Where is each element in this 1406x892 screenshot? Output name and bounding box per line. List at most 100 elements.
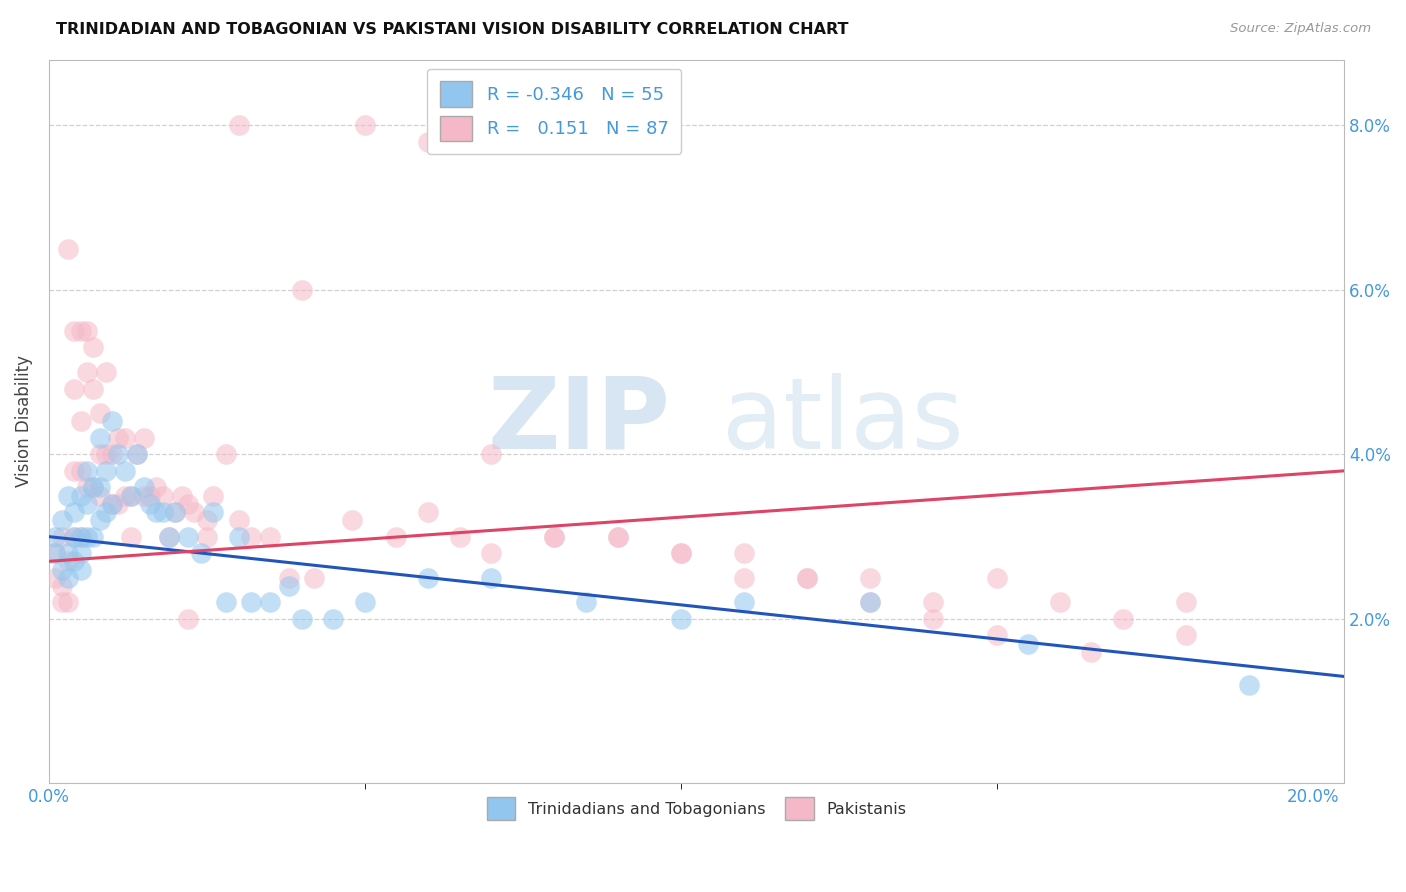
Point (127, 447, 149, 461)
Point (69, 464, 91, 478)
Point (177, 612, 200, 626)
Point (69, 562, 91, 576)
Point (56, 554, 79, 568)
Point (202, 489, 225, 503)
Point (240, 530, 263, 544)
Point (733, 546, 755, 560)
Point (63, 382, 86, 396)
Point (132, 489, 155, 503)
Point (1239, 678, 1261, 692)
Point (322, 612, 344, 626)
Text: TRINIDADIAN AND TOBAGONIAN VS PAKISTANI VISION DISABILITY CORRELATION CHART: TRINIDADIAN AND TOBAGONIAN VS PAKISTANI … (56, 22, 849, 37)
Point (89, 447, 111, 461)
Point (669, 546, 692, 560)
Legend: Trinidadians and Tobagonians, Pakistanis: Trinidadians and Tobagonians, Pakistanis (481, 790, 912, 826)
Point (479, 447, 502, 461)
Point (44, 546, 66, 560)
Point (44, 546, 66, 560)
Point (114, 431, 136, 445)
Point (922, 612, 945, 626)
Point (240, 595, 263, 609)
Point (51, 530, 73, 544)
Point (94, 365, 117, 379)
Point (63, 530, 86, 544)
Point (1175, 628, 1198, 642)
Point (69, 415, 91, 429)
Point (228, 530, 250, 544)
Point (669, 612, 692, 626)
Point (139, 489, 162, 503)
Point (606, 530, 628, 544)
Point (101, 497, 124, 511)
Point (51, 595, 73, 609)
Point (416, 135, 439, 149)
Point (69, 530, 91, 544)
Point (51, 579, 73, 593)
Point (195, 530, 218, 544)
Point (385, 530, 408, 544)
Point (56, 489, 79, 503)
Point (89, 431, 111, 445)
Point (195, 513, 218, 527)
Point (44, 530, 66, 544)
Point (165, 505, 187, 519)
Point (479, 546, 502, 560)
Point (94, 464, 117, 478)
Point (354, 595, 377, 609)
Point (69, 489, 91, 503)
Point (859, 595, 882, 609)
Point (796, 571, 818, 585)
Point (157, 530, 180, 544)
Point (986, 628, 1008, 642)
Point (733, 571, 755, 585)
Point (114, 464, 136, 478)
Point (89, 406, 111, 420)
Point (1112, 612, 1135, 626)
Point (416, 505, 439, 519)
Point (291, 612, 314, 626)
Point (479, 571, 502, 585)
Point (114, 489, 136, 503)
Point (76, 530, 98, 544)
Point (51, 562, 73, 576)
Point (63, 464, 86, 478)
Point (416, 571, 439, 585)
Point (1175, 595, 1198, 609)
Point (543, 530, 565, 544)
Point (796, 571, 818, 585)
Point (986, 571, 1008, 585)
Point (120, 489, 142, 503)
Point (259, 595, 281, 609)
Text: Source: ZipAtlas.com: Source: ZipAtlas.com (1230, 22, 1371, 36)
Point (89, 480, 111, 494)
Point (152, 489, 174, 503)
Point (304, 571, 326, 585)
Point (449, 530, 471, 544)
Point (1080, 645, 1102, 659)
Point (94, 447, 117, 461)
Point (82, 480, 104, 494)
Text: ZIP: ZIP (488, 373, 671, 470)
Point (145, 505, 167, 519)
Point (215, 447, 238, 461)
Point (76, 464, 98, 478)
Point (139, 497, 162, 511)
Point (56, 595, 79, 609)
Point (543, 530, 565, 544)
Point (51, 513, 73, 527)
Y-axis label: Vision Disability: Vision Disability (15, 356, 32, 488)
Point (606, 530, 628, 544)
Point (132, 431, 155, 445)
Point (101, 497, 124, 511)
Point (69, 324, 91, 338)
Point (733, 595, 755, 609)
Point (69, 530, 91, 544)
Point (342, 513, 364, 527)
Point (259, 530, 281, 544)
Text: atlas: atlas (723, 373, 965, 470)
Point (63, 530, 86, 544)
Point (228, 513, 250, 527)
Point (63, 324, 86, 338)
Point (101, 415, 124, 429)
Point (120, 489, 142, 503)
